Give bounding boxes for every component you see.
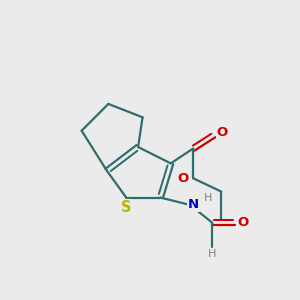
Text: N: N [188,199,199,212]
Text: O: O [237,216,249,229]
Text: O: O [217,126,228,139]
Text: S: S [121,200,131,214]
Text: H: H [204,193,212,202]
Text: O: O [177,172,188,185]
Text: H: H [208,249,217,259]
